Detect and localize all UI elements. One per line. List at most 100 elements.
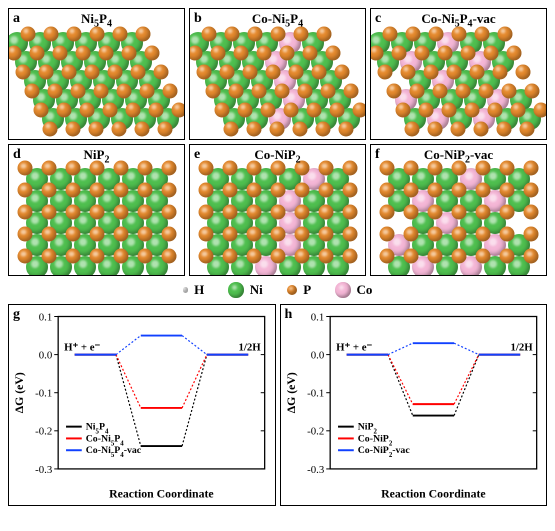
p-atom [116, 83, 131, 98]
p-atom [114, 205, 129, 220]
p-atom [90, 205, 105, 220]
p-atom [437, 45, 452, 60]
p-atom [469, 64, 484, 79]
p-atom [246, 121, 261, 136]
svg-text:ΔG (eV): ΔG (eV) [12, 372, 26, 413]
p-atom [107, 64, 122, 79]
panel-label: h [285, 307, 293, 323]
p-atom [65, 121, 80, 136]
p-atom [75, 45, 90, 60]
p-atom [476, 227, 491, 242]
p-atom [306, 102, 321, 117]
p-atom [42, 205, 57, 220]
p-atom [427, 121, 442, 136]
p-atom [237, 102, 252, 117]
panel-label: c [375, 11, 381, 27]
panel-title: Co-NiP2-vac [424, 147, 493, 166]
legend-item-co: Co [335, 282, 372, 298]
svg-text:-0.1: -0.1 [307, 388, 324, 400]
p-atom [47, 83, 62, 98]
p-atom [271, 205, 286, 220]
p-atom [311, 64, 326, 79]
p-atom [148, 102, 163, 117]
p-atom [135, 26, 150, 41]
p-atom [130, 64, 145, 79]
panel-label: d [13, 147, 21, 163]
p-atom [501, 83, 516, 98]
atom-legend: HNiPCo [8, 282, 547, 298]
p-atom [473, 121, 488, 136]
p-atom [162, 205, 177, 220]
p-atom [315, 121, 330, 136]
p-atom [18, 205, 33, 220]
p-atom [432, 83, 447, 98]
p-atom [450, 121, 465, 136]
p-atom [223, 249, 238, 264]
p-atom [500, 227, 515, 242]
structure-panel-f: fCo-NiP2-vac [370, 144, 547, 276]
p-atom [316, 26, 331, 41]
p-atom [138, 227, 153, 242]
p-atom [524, 227, 539, 242]
p-atom [138, 205, 153, 220]
svg-text:ΔG (eV): ΔG (eV) [283, 372, 297, 413]
legend-item-p: P [287, 282, 311, 298]
p-atom [478, 83, 493, 98]
p-atom [279, 45, 294, 60]
legend-item-h: H [183, 282, 205, 298]
p-atom [201, 26, 216, 41]
p-atom [199, 205, 214, 220]
p-atom [497, 26, 512, 41]
p-atom [414, 45, 429, 60]
p-atom [144, 45, 159, 60]
svg-text:Co-NiP2-vac: Co-NiP2-vac [357, 445, 410, 459]
p-atom [404, 227, 419, 242]
p-atom [171, 102, 185, 117]
p-atom [343, 249, 358, 264]
p-atom [409, 83, 424, 98]
p-atom [79, 102, 94, 117]
svg-text:-0.3: -0.3 [35, 464, 52, 476]
p-atom [15, 64, 30, 79]
p-atom [319, 183, 334, 198]
panel-title: Ni5P4 [81, 11, 112, 30]
p-atom [251, 83, 266, 98]
p-atom [274, 83, 289, 98]
p-atom [325, 45, 340, 60]
p-atom [452, 205, 467, 220]
panel-title: NiP2 [84, 147, 110, 166]
p-atom [380, 227, 395, 242]
p-atom [524, 83, 539, 98]
structure-panel-a: aNi5P4 [8, 8, 185, 140]
p-atom [66, 183, 81, 198]
legend-label: P [303, 282, 311, 298]
structure-panel-e: eCo-NiP2 [189, 144, 366, 276]
p-atom [42, 183, 57, 198]
svg-text:H⁺ + e⁻: H⁺ + e⁻ [336, 342, 372, 354]
p-atom [404, 121, 419, 136]
p-atom [224, 26, 239, 41]
p-atom [319, 205, 334, 220]
structure-panel-c: cCo-Ni5P4-vac [370, 8, 547, 140]
svg-text:-0.2: -0.2 [307, 426, 324, 438]
panel-label: e [194, 147, 200, 163]
p-atom [500, 249, 515, 264]
p-atom [242, 64, 257, 79]
p-atom [125, 102, 140, 117]
p-atom [56, 102, 71, 117]
p-atom [283, 102, 298, 117]
p-atom [223, 161, 238, 176]
legend-label: H [194, 282, 204, 298]
p-atom [139, 83, 154, 98]
svg-text:Co-Ni5P4-vac: Co-Ni5P4-vac [86, 445, 142, 459]
p-atom [428, 183, 443, 198]
p-atom [214, 102, 229, 117]
p-atom [271, 249, 286, 264]
p-atom [256, 45, 271, 60]
p-atom [18, 227, 33, 242]
p-atom [90, 183, 105, 198]
p-atom [343, 161, 358, 176]
p-atom [496, 121, 511, 136]
p-atom [400, 64, 415, 79]
p-atom [428, 205, 443, 220]
